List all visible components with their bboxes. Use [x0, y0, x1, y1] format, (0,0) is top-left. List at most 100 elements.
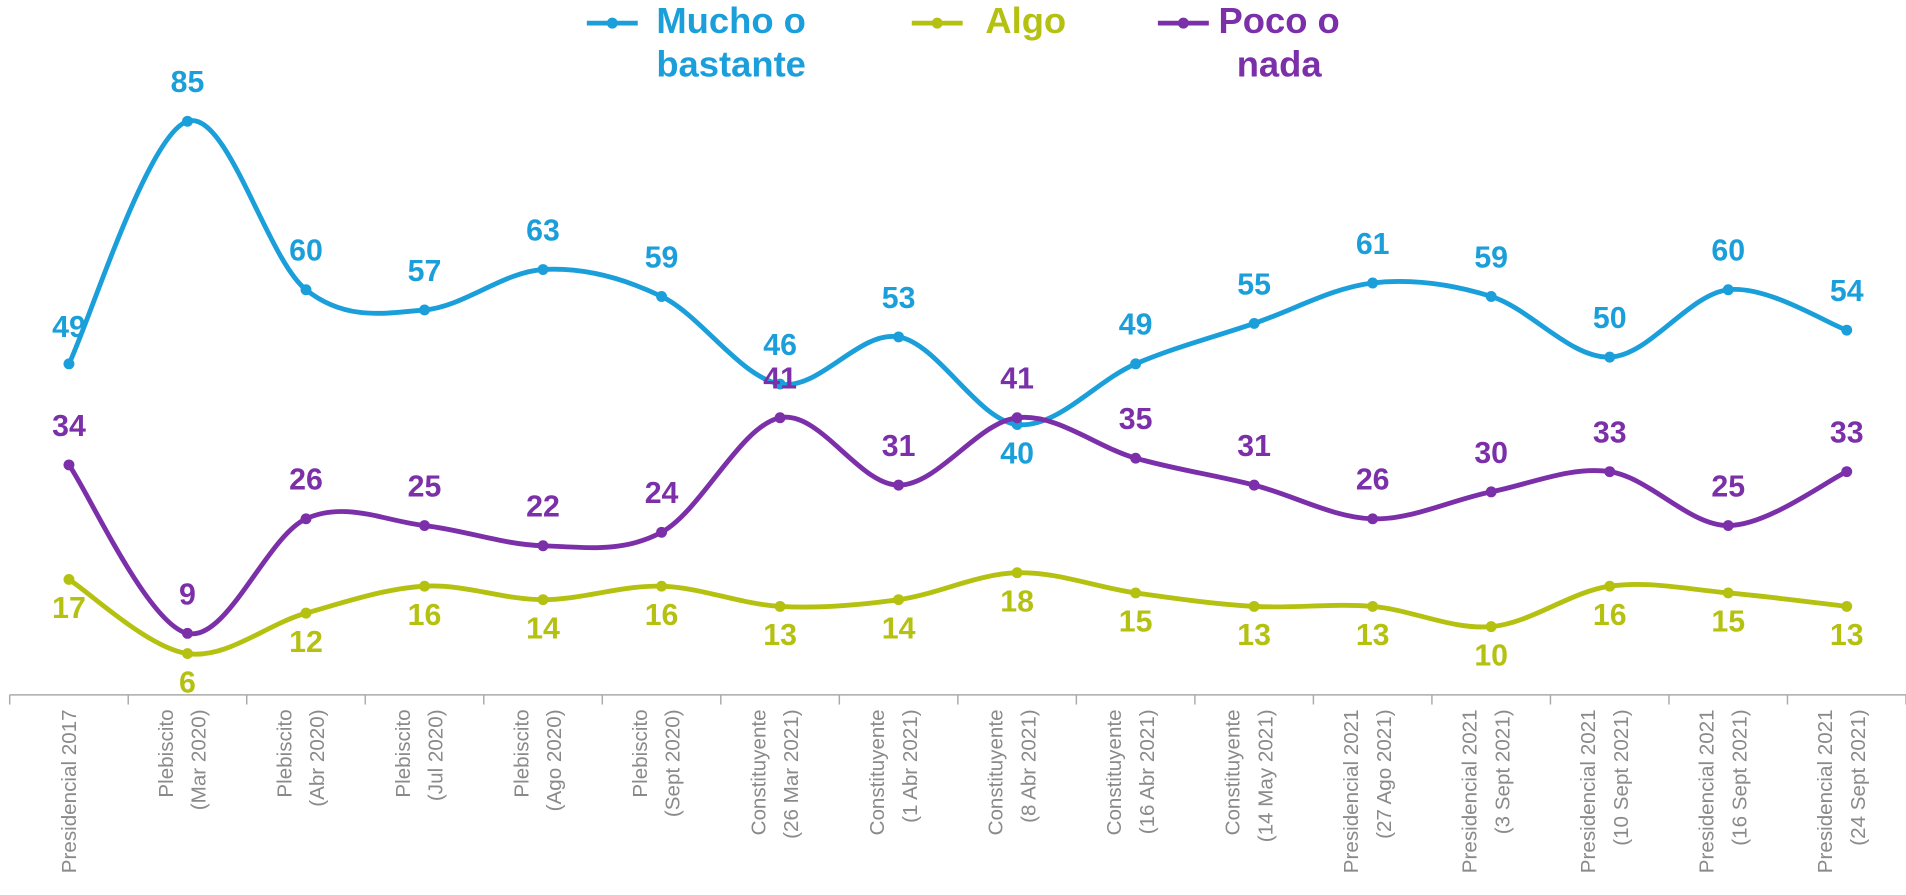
value-label: 35: [1119, 403, 1153, 436]
legend-label: Mucho o bastante: [656, 1, 806, 85]
value-label: 13: [1237, 619, 1271, 652]
value-label: 13: [1830, 619, 1864, 652]
point: [656, 526, 668, 538]
point: [537, 540, 549, 552]
value-label: 13: [1356, 619, 1390, 652]
x-tick-label: Plebiscito: [273, 709, 296, 797]
value-label: 12: [289, 626, 323, 659]
point: [1841, 600, 1853, 612]
point: [893, 479, 905, 491]
point: [1841, 324, 1853, 336]
x-tick-label: Constituyente: [748, 709, 771, 835]
point: [1248, 317, 1260, 329]
point: [1841, 466, 1853, 478]
x-tick-label: (Mar 2020): [188, 709, 211, 810]
value-label: 53: [882, 282, 916, 315]
x-tick-label: (16 Sept 2021): [1728, 709, 1751, 845]
x-tick-label: (Jul 2020): [425, 709, 448, 801]
value-label: 16: [1593, 599, 1627, 632]
x-tick-label: (27 Ago 2021): [1373, 709, 1396, 838]
x-tick-label: (10 Sept 2021): [1610, 709, 1633, 845]
x-tick-label: (26 Mar 2021): [780, 709, 803, 838]
point: [63, 573, 75, 585]
value-label: 49: [52, 311, 86, 344]
value-label: 9: [179, 578, 196, 611]
x-tick-label: Constituyente: [985, 709, 1008, 835]
x-tick-label: Constituyente: [1222, 709, 1245, 835]
point: [537, 264, 549, 275]
x-tick-label: Constituyente: [1103, 709, 1126, 835]
x-tick-label: (14 May 2021): [1254, 709, 1277, 842]
value-label: 40: [1000, 437, 1034, 470]
legend-marker-dot: [931, 17, 943, 29]
value-label: 6: [179, 666, 196, 699]
value-label: 30: [1474, 437, 1508, 470]
point: [1248, 600, 1260, 612]
value-label: 61: [1356, 228, 1390, 261]
point: [656, 291, 668, 302]
series-line: [66, 414, 1848, 637]
value-label: 14: [526, 612, 560, 645]
x-tick-label: Presidencial 2021: [1459, 709, 1482, 873]
legend-marker-dot: [1177, 17, 1189, 29]
value-label: 16: [408, 599, 442, 632]
x-tick-label: Presidencial 2021: [1696, 709, 1719, 873]
x-tick-label: Constituyente: [866, 709, 889, 835]
point: [1367, 600, 1379, 612]
point: [182, 627, 193, 639]
point: [300, 284, 312, 296]
point: [774, 600, 786, 612]
value-label: 26: [1356, 464, 1390, 497]
point: [1722, 520, 1734, 532]
point: [893, 594, 905, 606]
point: [63, 459, 75, 471]
point: [63, 358, 75, 370]
value-label: 10: [1474, 639, 1508, 672]
series-line: [67, 570, 1848, 657]
point: [419, 520, 430, 532]
point: [1367, 513, 1379, 525]
value-label: 14: [882, 612, 916, 645]
point: [1485, 291, 1497, 302]
point: [300, 513, 312, 525]
point: [1722, 284, 1734, 296]
point: [1130, 358, 1142, 370]
value-label: 15: [1711, 606, 1745, 639]
legend-label: Poco o nada: [1218, 1, 1340, 85]
point: [774, 378, 786, 390]
legend-item: Mucho o bastante: [656, 1, 806, 85]
value-label: 22: [526, 491, 560, 524]
x-tick-label: Presidencial 2021: [1340, 709, 1363, 873]
point: [1130, 587, 1142, 599]
value-label: 33: [1593, 417, 1627, 450]
value-label: 49: [1119, 309, 1153, 342]
point: [537, 594, 549, 606]
point: [419, 304, 430, 316]
value-label: 17: [52, 592, 86, 625]
value-label: 41: [763, 363, 797, 396]
x-tick-label: Presidencial 2017: [58, 709, 81, 873]
point: [893, 331, 905, 343]
x-tick-label: Plebiscito: [392, 709, 415, 797]
x-tick-label: (1 Abr 2021): [899, 709, 922, 822]
x-tick-label: Plebiscito: [629, 709, 652, 797]
x-tick-label: (16 Abr 2021): [1136, 709, 1159, 834]
x-tick-label: (Abr 2020): [306, 709, 329, 806]
value-label: 15: [1119, 606, 1153, 639]
point: [656, 580, 668, 592]
point: [1604, 466, 1616, 478]
legend-item: Algo: [985, 1, 1066, 41]
x-tick-label: (Sept 2020): [662, 709, 685, 817]
value-label: 46: [763, 329, 797, 362]
x-tick-label: (24 Sept 2021): [1847, 709, 1870, 845]
value-label: 54: [1830, 275, 1864, 308]
value-label: 59: [645, 241, 679, 274]
value-label: 85: [171, 66, 205, 99]
legend-item: Poco o nada: [1218, 1, 1340, 85]
value-label: 25: [1711, 470, 1745, 503]
point: [1604, 580, 1616, 592]
value-label: 25: [408, 470, 442, 503]
value-label: 60: [1711, 235, 1745, 268]
